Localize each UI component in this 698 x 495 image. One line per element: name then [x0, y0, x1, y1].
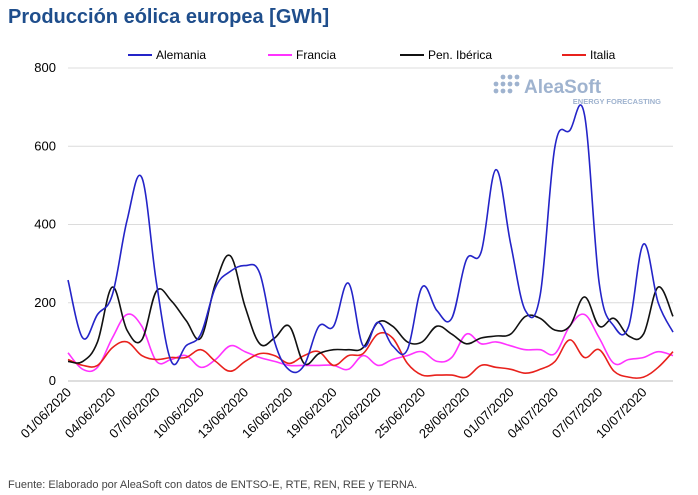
y-tick-label: 800	[34, 60, 56, 75]
grid-lines	[68, 67, 673, 382]
logo-dot	[500, 74, 506, 80]
series-line-pen-ib-rica	[67, 254, 674, 366]
logo-dot	[493, 81, 499, 87]
x-axis-ticks: 01/06/202004/06/202007/06/202010/06/2020…	[17, 385, 649, 442]
chart-title: Producción eólica europea [GWh]	[8, 6, 330, 28]
legend-label-alemania: Alemania	[156, 48, 206, 62]
logo-dot	[500, 88, 506, 94]
series-layer	[67, 104, 674, 379]
y-tick-label: 400	[34, 217, 56, 232]
legend-label-francia: Francia	[296, 48, 336, 62]
logo-dot	[493, 88, 499, 94]
legend: Alemania Francia Pen. Ibérica Italia	[128, 48, 616, 62]
source-note: Fuente: Elaborado por AleaSoft con datos…	[8, 479, 418, 491]
logo-dot	[507, 74, 513, 80]
logo-name: AleaSoft	[524, 77, 602, 98]
series-line-alemania	[67, 104, 674, 374]
y-tick-label: 200	[34, 295, 56, 310]
legend-label-italia: Italia	[590, 48, 616, 62]
logo-dot	[507, 88, 513, 94]
logo-dot	[507, 81, 513, 87]
y-axis-ticks: 0 200 400 600 800	[34, 60, 56, 388]
series-line-italia	[67, 331, 674, 379]
logo-dot	[514, 74, 520, 80]
y-tick-label: 0	[49, 373, 56, 388]
logo-dot	[514, 81, 520, 87]
logo-tagline: ENERGY FORECASTING	[573, 97, 661, 106]
legend-label-pen-ib-rica: Pen. Ibérica	[428, 48, 492, 62]
logo-dot	[500, 81, 506, 87]
y-tick-label: 600	[34, 138, 56, 153]
